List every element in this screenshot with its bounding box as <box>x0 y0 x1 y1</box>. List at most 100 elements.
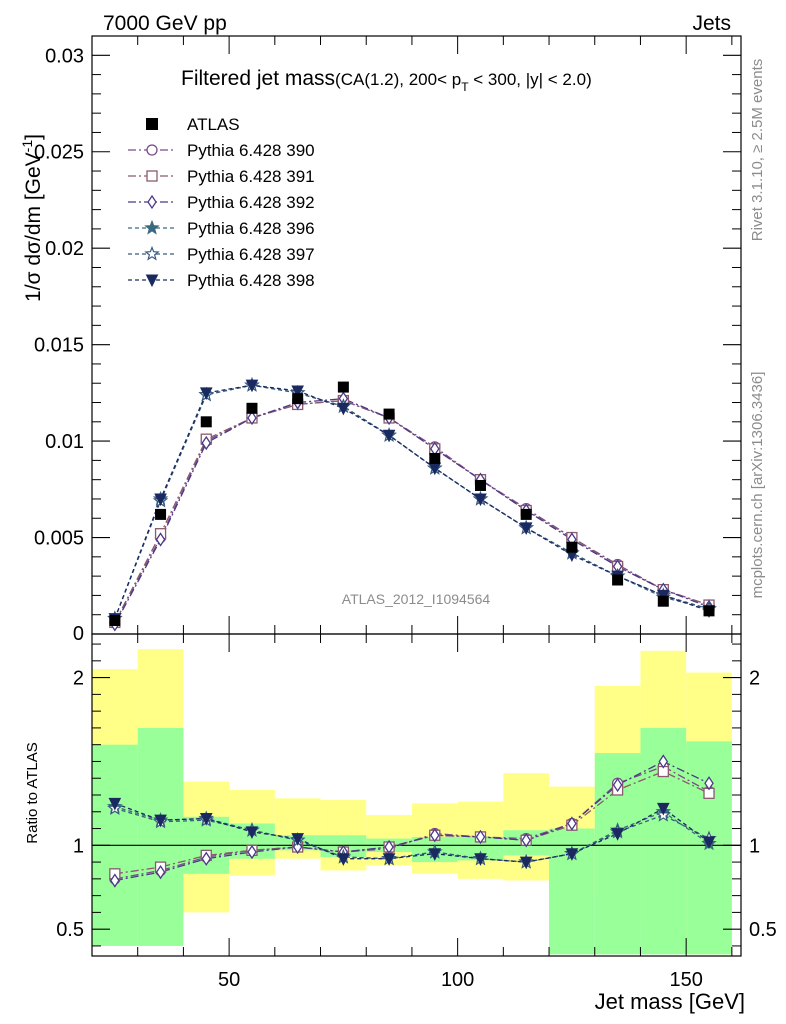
series-point <box>519 522 533 536</box>
ratio-point <box>521 833 531 848</box>
band-inner <box>457 836 504 861</box>
main-marks <box>107 376 717 632</box>
legend: ATLAS Pythia 6.428 390 Pythia 6.428 391 Pyt… <box>128 115 315 290</box>
xtick-label: 100 <box>441 969 474 991</box>
title-sub-b: < 300, |y| < 2.0) <box>469 70 592 89</box>
ratio-ticks: 0.5 0.5 1 1 2 2 50 100 150 <box>56 634 777 991</box>
side-rivet: Rivet 3.1.10, ≥ 2.5M events <box>749 59 766 242</box>
header-right: Jets <box>692 12 731 35</box>
ylabel-sup: -1 <box>19 140 35 153</box>
ratio-point <box>474 853 487 866</box>
data-point <box>474 479 486 491</box>
ratio-point <box>110 873 120 888</box>
main-ytick-label: 0.015 <box>34 335 84 357</box>
legend-marker <box>146 144 158 156</box>
ratio-point <box>519 856 533 870</box>
ratio-panel: 0.5 0.5 1 1 2 2 50 100 150 Ratio to ATLAS <box>24 633 777 991</box>
legend-label: Pythia 6.428 398 <box>187 271 315 290</box>
ratio-point <box>565 848 579 861</box>
main-title: Filtered jet mass(CA(1.2), 200< pT < 300… <box>181 67 592 94</box>
ratio-point <box>428 848 442 861</box>
series-point <box>199 387 213 400</box>
ratio-ytick-label-right: 1 <box>749 835 760 857</box>
ratio-series-line <box>114 765 710 880</box>
watermark: ATLAS_2012_I1094564 <box>342 591 491 607</box>
ratio-series-line <box>114 770 710 875</box>
ratio-point <box>199 812 213 826</box>
main-ytick-label: 0.01 <box>45 431 84 453</box>
main-panel: 0.005 0.01 0.015 0.02 0.025 0.03 0 Filtered je… <box>19 35 742 645</box>
ratio-point <box>382 853 396 866</box>
ratio-point <box>475 829 486 845</box>
data-point <box>429 452 441 464</box>
legend-label: Pythia 6.428 390 <box>187 141 315 160</box>
ratio-point <box>567 816 577 831</box>
main-ytick-label: 0.02 <box>45 238 84 260</box>
main-series-lines <box>114 384 710 625</box>
main-ytick-label: 0.025 <box>34 142 84 164</box>
ratio-point <box>656 802 670 816</box>
ratio-series-lines <box>114 760 710 882</box>
series-point <box>382 429 396 443</box>
ratio-point <box>201 851 212 866</box>
ratio-point <box>337 853 350 866</box>
ylabel-close: ] <box>22 134 45 140</box>
data-point <box>200 416 212 428</box>
series-point <box>155 532 166 547</box>
ratio-series-line <box>114 760 710 882</box>
ratio-series-line <box>114 807 710 863</box>
legend-label: Pythia 6.428 392 <box>187 193 315 212</box>
ylabel-main: 1/σ dσ/dm [GeV <box>22 152 45 302</box>
ratio-point <box>108 797 122 811</box>
main-ticks: 0.005 0.01 0.015 0.02 0.025 0.03 0 <box>34 36 741 645</box>
title-sub-a: (CA(1.2), 200< p <box>335 70 461 89</box>
ratio-point <box>612 777 623 793</box>
ratio-point <box>291 833 304 846</box>
legend-label: ATLAS <box>187 115 240 134</box>
legend-label: Pythia 6.428 391 <box>187 167 315 186</box>
main-ytick-label-zero: 0 <box>73 623 84 645</box>
data-point <box>292 393 304 405</box>
legend-marker <box>147 194 157 210</box>
xtick-label: 50 <box>218 969 240 991</box>
legend-label: Pythia 6.428 396 <box>187 219 315 238</box>
x-axis-label: Jet mass [GeV] <box>595 989 745 1014</box>
ratio-point <box>154 814 167 828</box>
header-left: 7000 GeV pp <box>103 12 227 35</box>
series-line <box>114 398 710 625</box>
legend-marker <box>145 274 159 288</box>
main-ytick-label: 0.03 <box>45 45 84 67</box>
y-axis-label-ratio: Ratio to ATLAS <box>24 742 41 843</box>
ratio-ytick-label: 2 <box>73 668 84 690</box>
ratio-ytick-label-right: 2 <box>749 668 760 690</box>
band-inner <box>137 727 184 946</box>
series-point <box>154 493 167 507</box>
ratio-point <box>430 828 440 843</box>
data-point <box>155 508 167 520</box>
y-axis-label-main: 1/σ dσ/dm [GeV-1] <box>19 134 45 302</box>
data-point <box>566 541 578 553</box>
ratio-point <box>658 754 669 769</box>
series-point <box>201 435 212 451</box>
ratio-point <box>704 776 714 791</box>
side-mcplots: mcplots.cern.ch [arXiv:1306.3436] <box>749 372 766 599</box>
ratio-point <box>702 836 716 850</box>
ratio-bands <box>92 649 741 955</box>
xtick-label: 150 <box>669 969 702 991</box>
data-point <box>337 381 349 393</box>
data-point <box>246 402 258 414</box>
series-point <box>474 493 487 507</box>
legend-marker <box>144 245 160 261</box>
series-point <box>245 379 259 393</box>
data-point <box>520 508 532 520</box>
ratio-marks <box>107 754 717 888</box>
series-point <box>247 410 257 426</box>
title-main: Filtered jet mass <box>181 67 335 90</box>
legend-label: Pythia 6.428 397 <box>187 245 315 264</box>
ratio-ytick-label: 1 <box>73 835 84 857</box>
main-ytick-label: 0.005 <box>34 528 84 550</box>
title-sub-sub: T <box>461 80 469 94</box>
data-point <box>703 605 715 617</box>
legend-marker <box>146 170 158 182</box>
ratio-ytick-label-right: 0.5 <box>749 919 777 941</box>
